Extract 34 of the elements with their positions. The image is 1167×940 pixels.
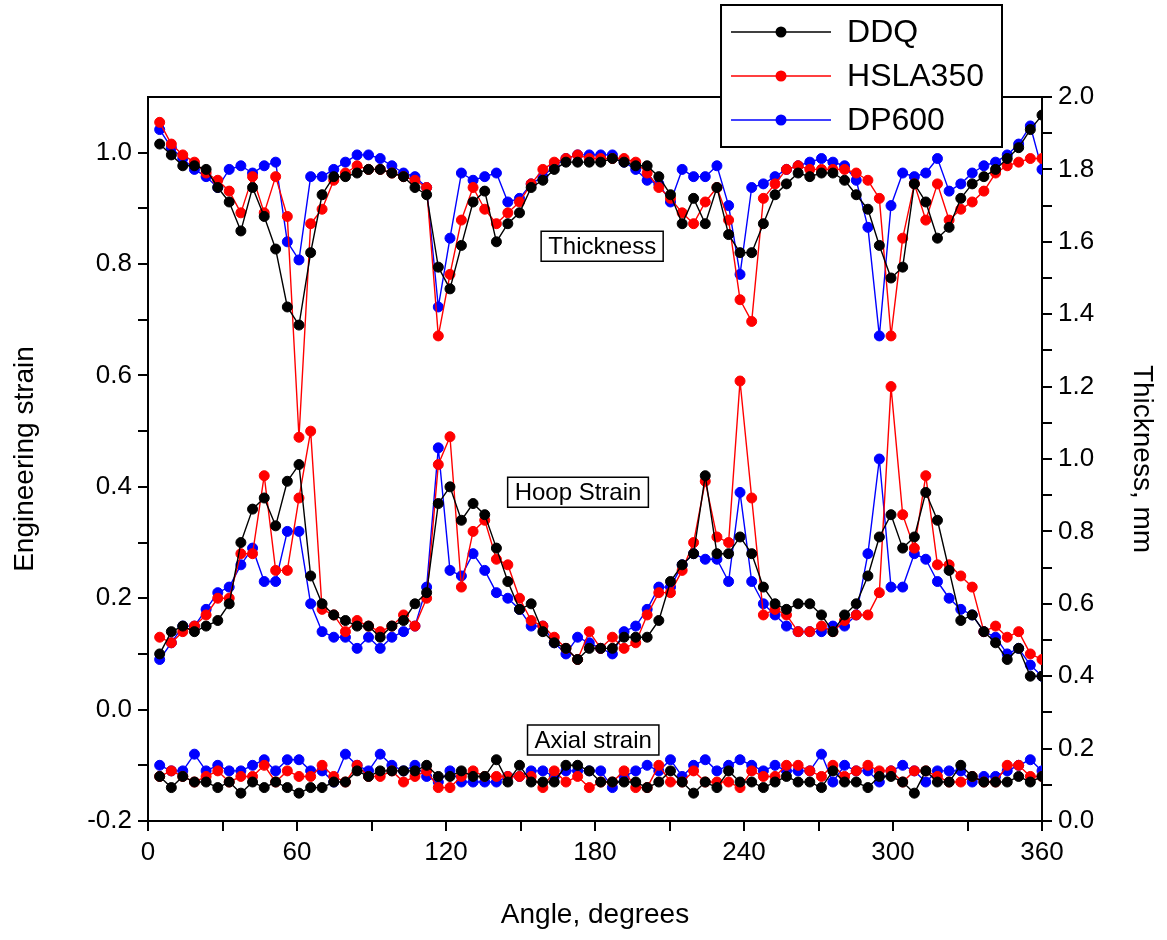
y2-tick-label: 1.2 (1058, 369, 1095, 400)
y2-tick-label: 1.0 (1058, 442, 1095, 473)
annotation: Thickness (548, 231, 657, 259)
y-tick-label: -0.2 (87, 804, 132, 835)
x-tick-label: 240 (722, 835, 766, 866)
y-tick-label: 0.4 (95, 470, 132, 501)
y2-tick-label: 2.0 (1058, 80, 1095, 111)
y2-tick-label: 0.8 (1058, 514, 1095, 545)
legend-label: DP600 (847, 100, 945, 137)
y2-tick-label: 1.6 (1058, 224, 1095, 255)
y2-tick-label: 0.2 (1058, 731, 1095, 762)
x-tick-label: 60 (282, 835, 312, 866)
legend-label: HSLA350 (847, 56, 984, 93)
x-tick-label: 300 (871, 835, 915, 866)
annotation: Axial strain (534, 725, 652, 753)
x-tick-label: 0 (140, 835, 156, 866)
y-tick-label: 0.2 (95, 581, 132, 612)
y2-tick-label: 1.4 (1058, 297, 1095, 328)
y-tick-label: 0.0 (95, 692, 132, 723)
y-axis-title: Engineering strain (7, 346, 39, 572)
y-tick-label: 0.8 (95, 247, 132, 278)
y2-axis-title: Thickness, mm (1128, 364, 1160, 554)
y2-tick-label: 0.4 (1058, 659, 1095, 690)
x-axis-title: Angle, degrees (500, 897, 690, 929)
y-tick-label: 0.6 (95, 358, 132, 389)
x-tick-label: 120 (424, 835, 468, 866)
y2-tick-label: 0.0 (1058, 804, 1095, 835)
y2-tick-label: 0.6 (1058, 586, 1095, 617)
annotation: Hoop Strain (514, 477, 642, 505)
legend-label: DDQ (847, 12, 919, 49)
y-tick-label: 1.0 (95, 135, 132, 166)
x-tick-label: 180 (573, 835, 617, 866)
y2-tick-label: 1.8 (1058, 152, 1095, 183)
x-tick-label: 360 (1020, 835, 1064, 866)
